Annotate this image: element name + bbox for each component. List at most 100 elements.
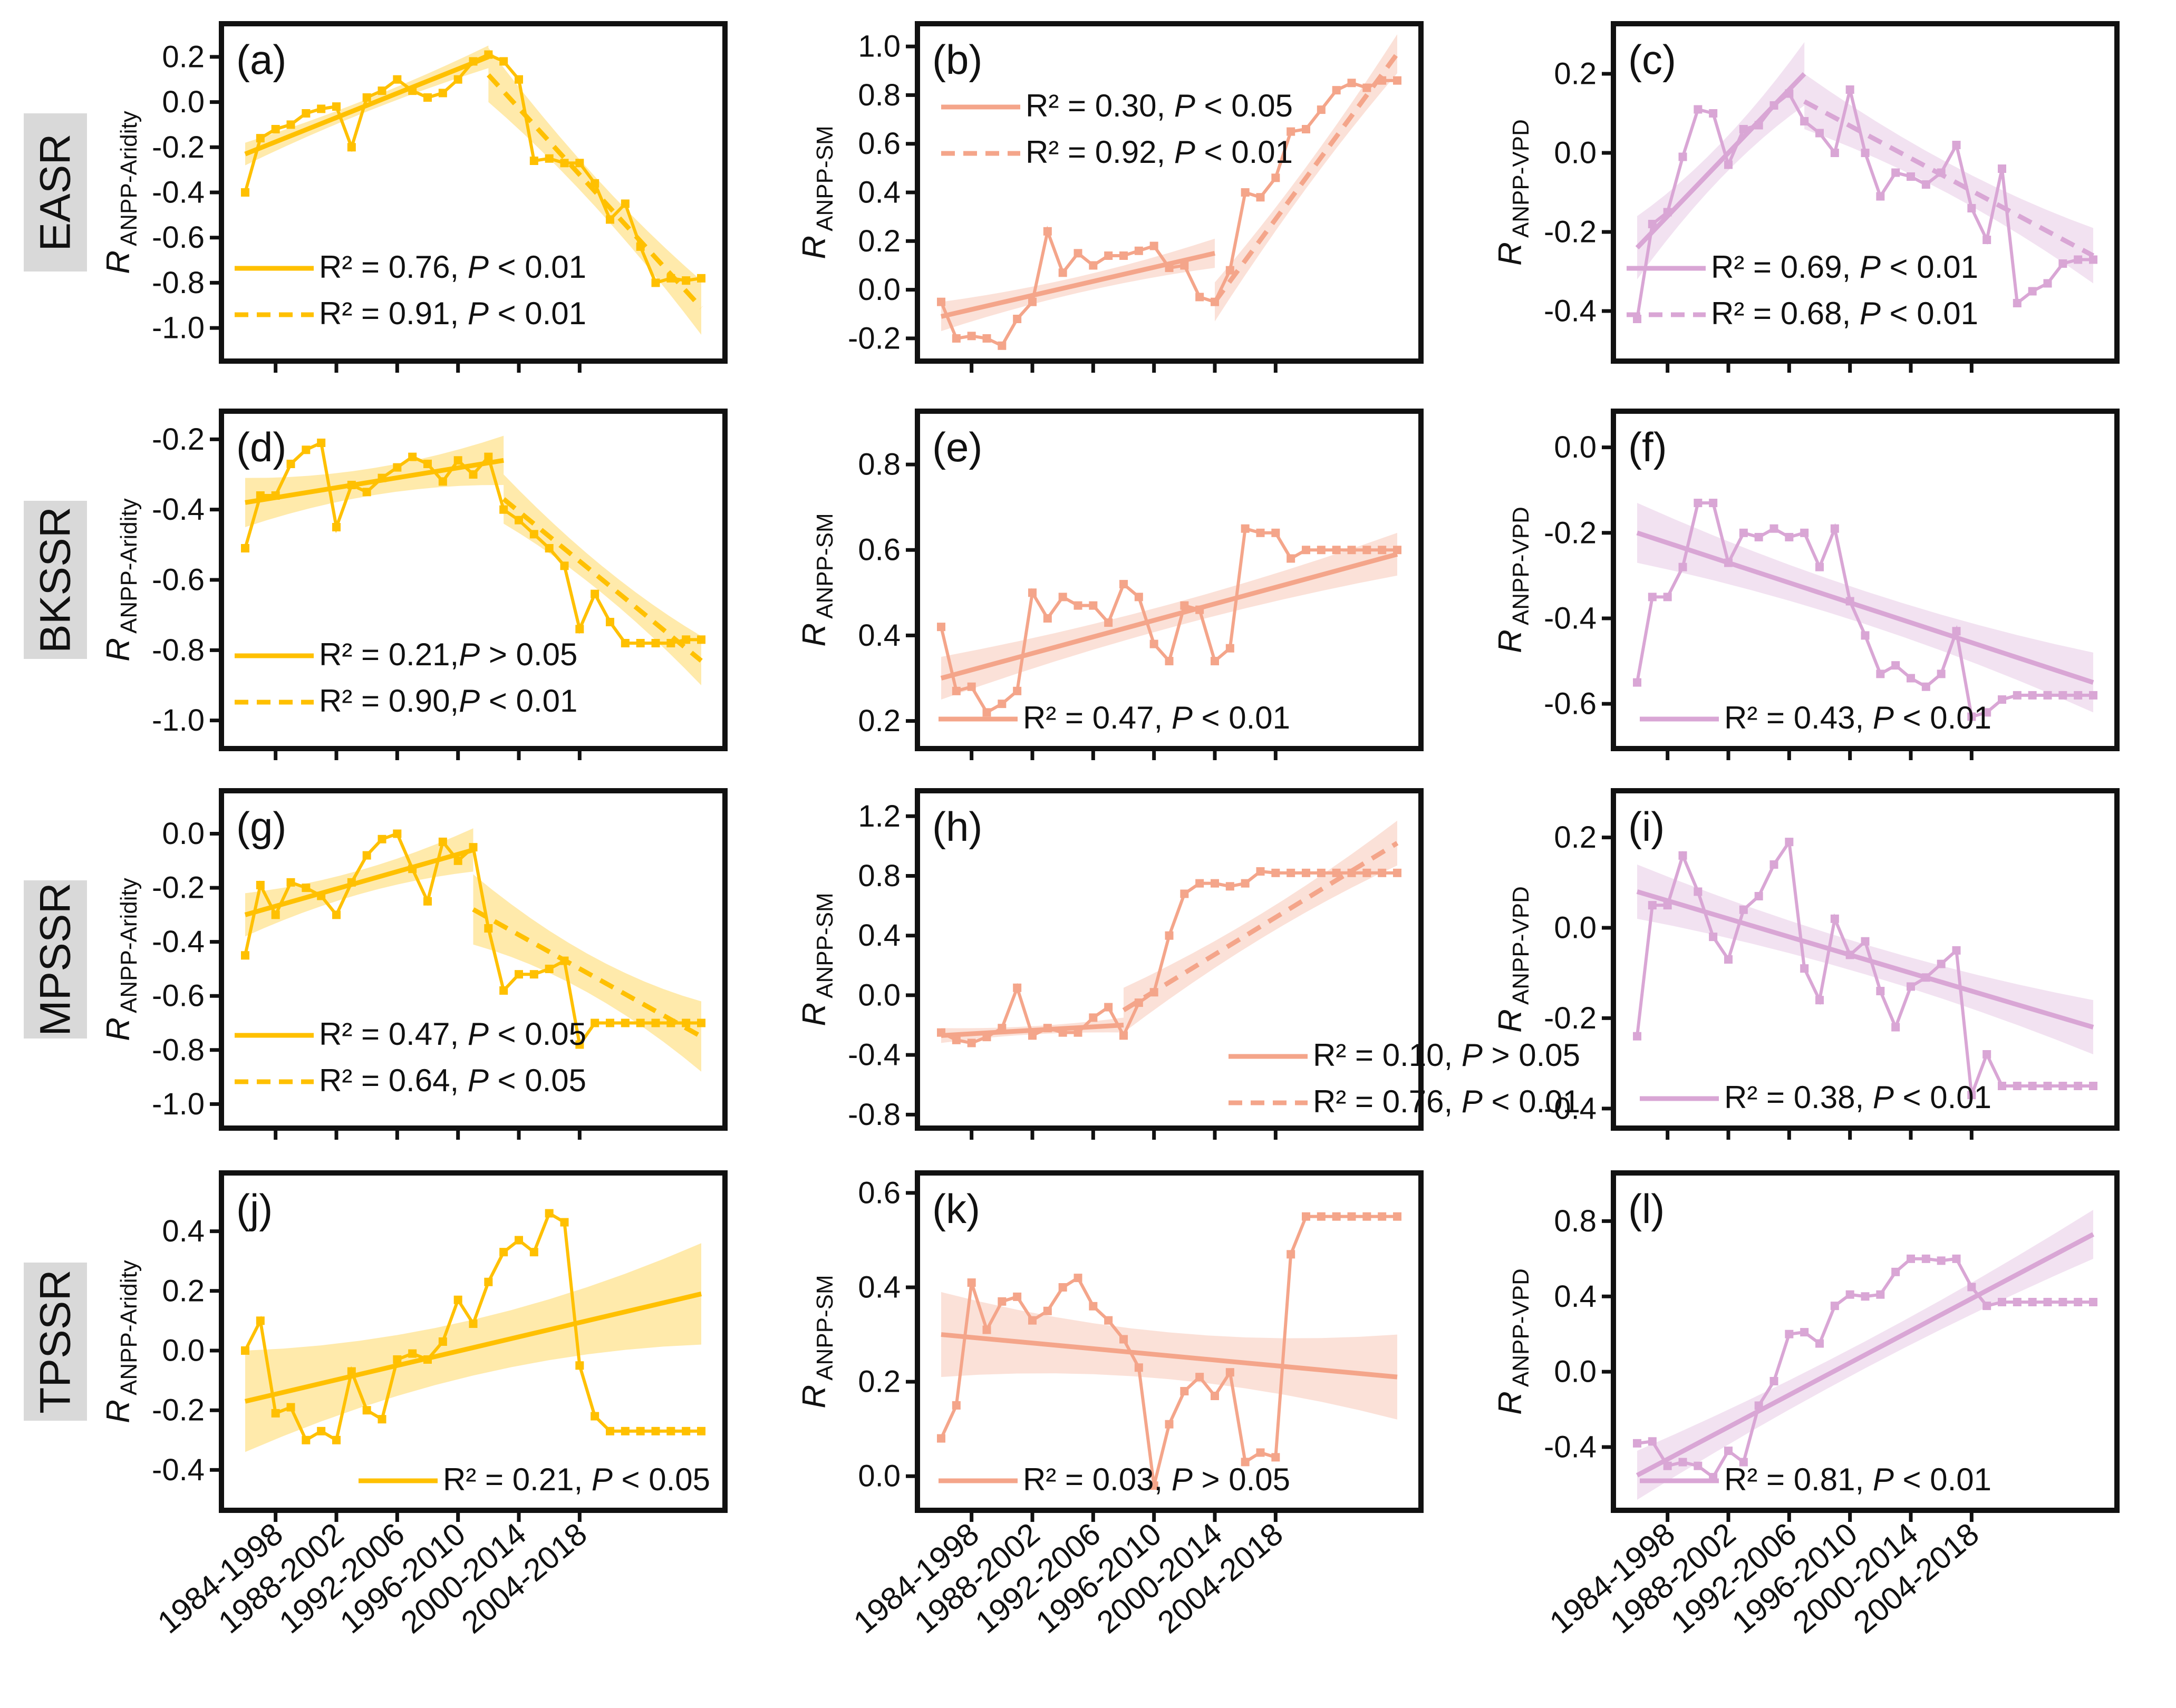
- data-point: [575, 159, 584, 168]
- data-point: [302, 109, 311, 118]
- legend-r2: R² = 0.90,: [319, 683, 459, 719]
- data-point: [1830, 1302, 1839, 1311]
- legend-p-value: < 0.05: [489, 1016, 586, 1052]
- data-point: [982, 708, 991, 717]
- data-point: [1195, 1373, 1204, 1382]
- legend-p-value: > 0.05: [1193, 1462, 1290, 1497]
- data-point: [1013, 1292, 1022, 1301]
- data-point: [1317, 546, 1326, 555]
- data-point: [2013, 1082, 2022, 1090]
- fit-line-solid: [1636, 530, 2094, 685]
- data-point: [1347, 546, 1356, 555]
- legend-r2: R² = 0.10,: [1313, 1037, 1462, 1073]
- data-point: [1694, 1461, 1703, 1470]
- row-label-text: EASR: [32, 133, 80, 251]
- data-point: [1800, 528, 1809, 537]
- data-point: [2043, 1082, 2052, 1090]
- y-axis-label-sub: ANPP-VPD: [1508, 1268, 1534, 1387]
- data-point: [362, 488, 371, 497]
- data-point: [1815, 562, 1824, 571]
- panel-letter: (j): [236, 1186, 273, 1232]
- data-point: [438, 477, 447, 486]
- data-point: [1393, 1212, 1401, 1221]
- data-point: [1241, 524, 1250, 533]
- data-point: [1754, 892, 1763, 900]
- legend-label: R² = 0.10, P > 0.05: [1313, 1037, 1580, 1073]
- y-axis-label: R ANPP-SM: [796, 892, 838, 1026]
- data-point: [1845, 950, 1854, 959]
- data-point: [1800, 964, 1809, 973]
- data-point: [1058, 593, 1067, 601]
- panel-letter: (e): [932, 424, 982, 470]
- data-point: [606, 618, 614, 626]
- y-axis-label-sub: ANPP-SM: [812, 125, 838, 231]
- data-point: [666, 274, 675, 283]
- data-point: [317, 891, 326, 900]
- data-point: [1845, 597, 1854, 606]
- y-axis-label: R ANPP-Aridity: [100, 878, 142, 1041]
- data-point: [560, 561, 569, 570]
- fit-line-solid: [941, 1023, 1124, 1038]
- data-point: [1211, 879, 1219, 888]
- y-axis-label-r: R: [1492, 1009, 1529, 1033]
- legend-entry: R² = 0.68, P < 0.01: [1627, 296, 1978, 331]
- data-point: [378, 834, 386, 843]
- legend-p: P: [468, 249, 489, 285]
- data-point: [1937, 959, 1946, 968]
- row-label-tpssr: TPSSR: [24, 1263, 87, 1421]
- data-point: [1785, 1329, 1794, 1338]
- row-label-text: BKSSR: [32, 507, 80, 653]
- data-point: [1043, 1306, 1052, 1315]
- data-point: [347, 878, 356, 887]
- data-point: [1180, 261, 1189, 270]
- data-point: [271, 910, 280, 919]
- legend-entry: R² = 0.64, P < 0.05: [235, 1063, 586, 1098]
- y-axis-label-sub: ANPP-VPD: [1508, 886, 1534, 1005]
- legend-label: R² = 0.38, P < 0.01: [1724, 1080, 1991, 1115]
- y-tick-label: -0.4: [1544, 294, 1597, 328]
- data-point: [1998, 164, 2006, 173]
- legend-r2: R² = 0.30,: [1026, 88, 1174, 123]
- panel-l: RANPP-VPD0.80.40.0-0.41984-19981988-2002…: [1492, 1170, 2120, 1640]
- legend-entry: R² = 0.38, P < 0.01: [1640, 1080, 1991, 1115]
- y-tick-label: -0.2: [848, 321, 901, 355]
- legend-label: R² = 0.91, P < 0.01: [319, 296, 586, 331]
- y-tick-label: 1.0: [858, 30, 901, 64]
- data-point: [1332, 868, 1341, 877]
- data-point: [1876, 1290, 1885, 1299]
- data-point: [1785, 838, 1794, 847]
- data-point: [998, 700, 1007, 709]
- data-point: [982, 1033, 991, 1042]
- data-point: [1241, 188, 1250, 197]
- y-tick-label: 0.4: [858, 918, 901, 953]
- data-point: [1952, 141, 1961, 149]
- data-point: [1967, 204, 1976, 212]
- legend-p-value: > 0.05: [1483, 1037, 1580, 1073]
- data-point: [1180, 889, 1189, 898]
- y-axis-label: R ANPP-Aridity: [100, 111, 142, 274]
- data-point: [1800, 1328, 1809, 1337]
- data-point: [560, 956, 569, 965]
- plot-area: [1633, 499, 2097, 721]
- legend-label: R² = 0.81, P < 0.01: [1724, 1462, 1991, 1497]
- data-point: [545, 154, 554, 163]
- data-point: [1952, 946, 1961, 955]
- legend-p-value: < 0.01: [1894, 700, 1991, 735]
- legend-p: P: [468, 296, 489, 331]
- fit-line-dashed: [472, 907, 703, 1039]
- data-point: [2043, 279, 2052, 288]
- data-point: [271, 491, 280, 500]
- data-point: [952, 1035, 961, 1044]
- data-point: [1998, 1082, 2006, 1090]
- panel-frame: [219, 409, 728, 751]
- data-point: [1739, 528, 1748, 537]
- data-point: [1694, 887, 1703, 896]
- data-point: [1104, 251, 1113, 260]
- fit-line-solid: [941, 1332, 1398, 1380]
- data-point: [1663, 901, 1672, 910]
- data-point: [393, 75, 402, 84]
- data-point: [241, 1346, 249, 1355]
- data-point: [682, 635, 691, 644]
- y-axis-label-sub: ANPP-VPD: [1508, 119, 1534, 238]
- data-point: [1921, 180, 1930, 189]
